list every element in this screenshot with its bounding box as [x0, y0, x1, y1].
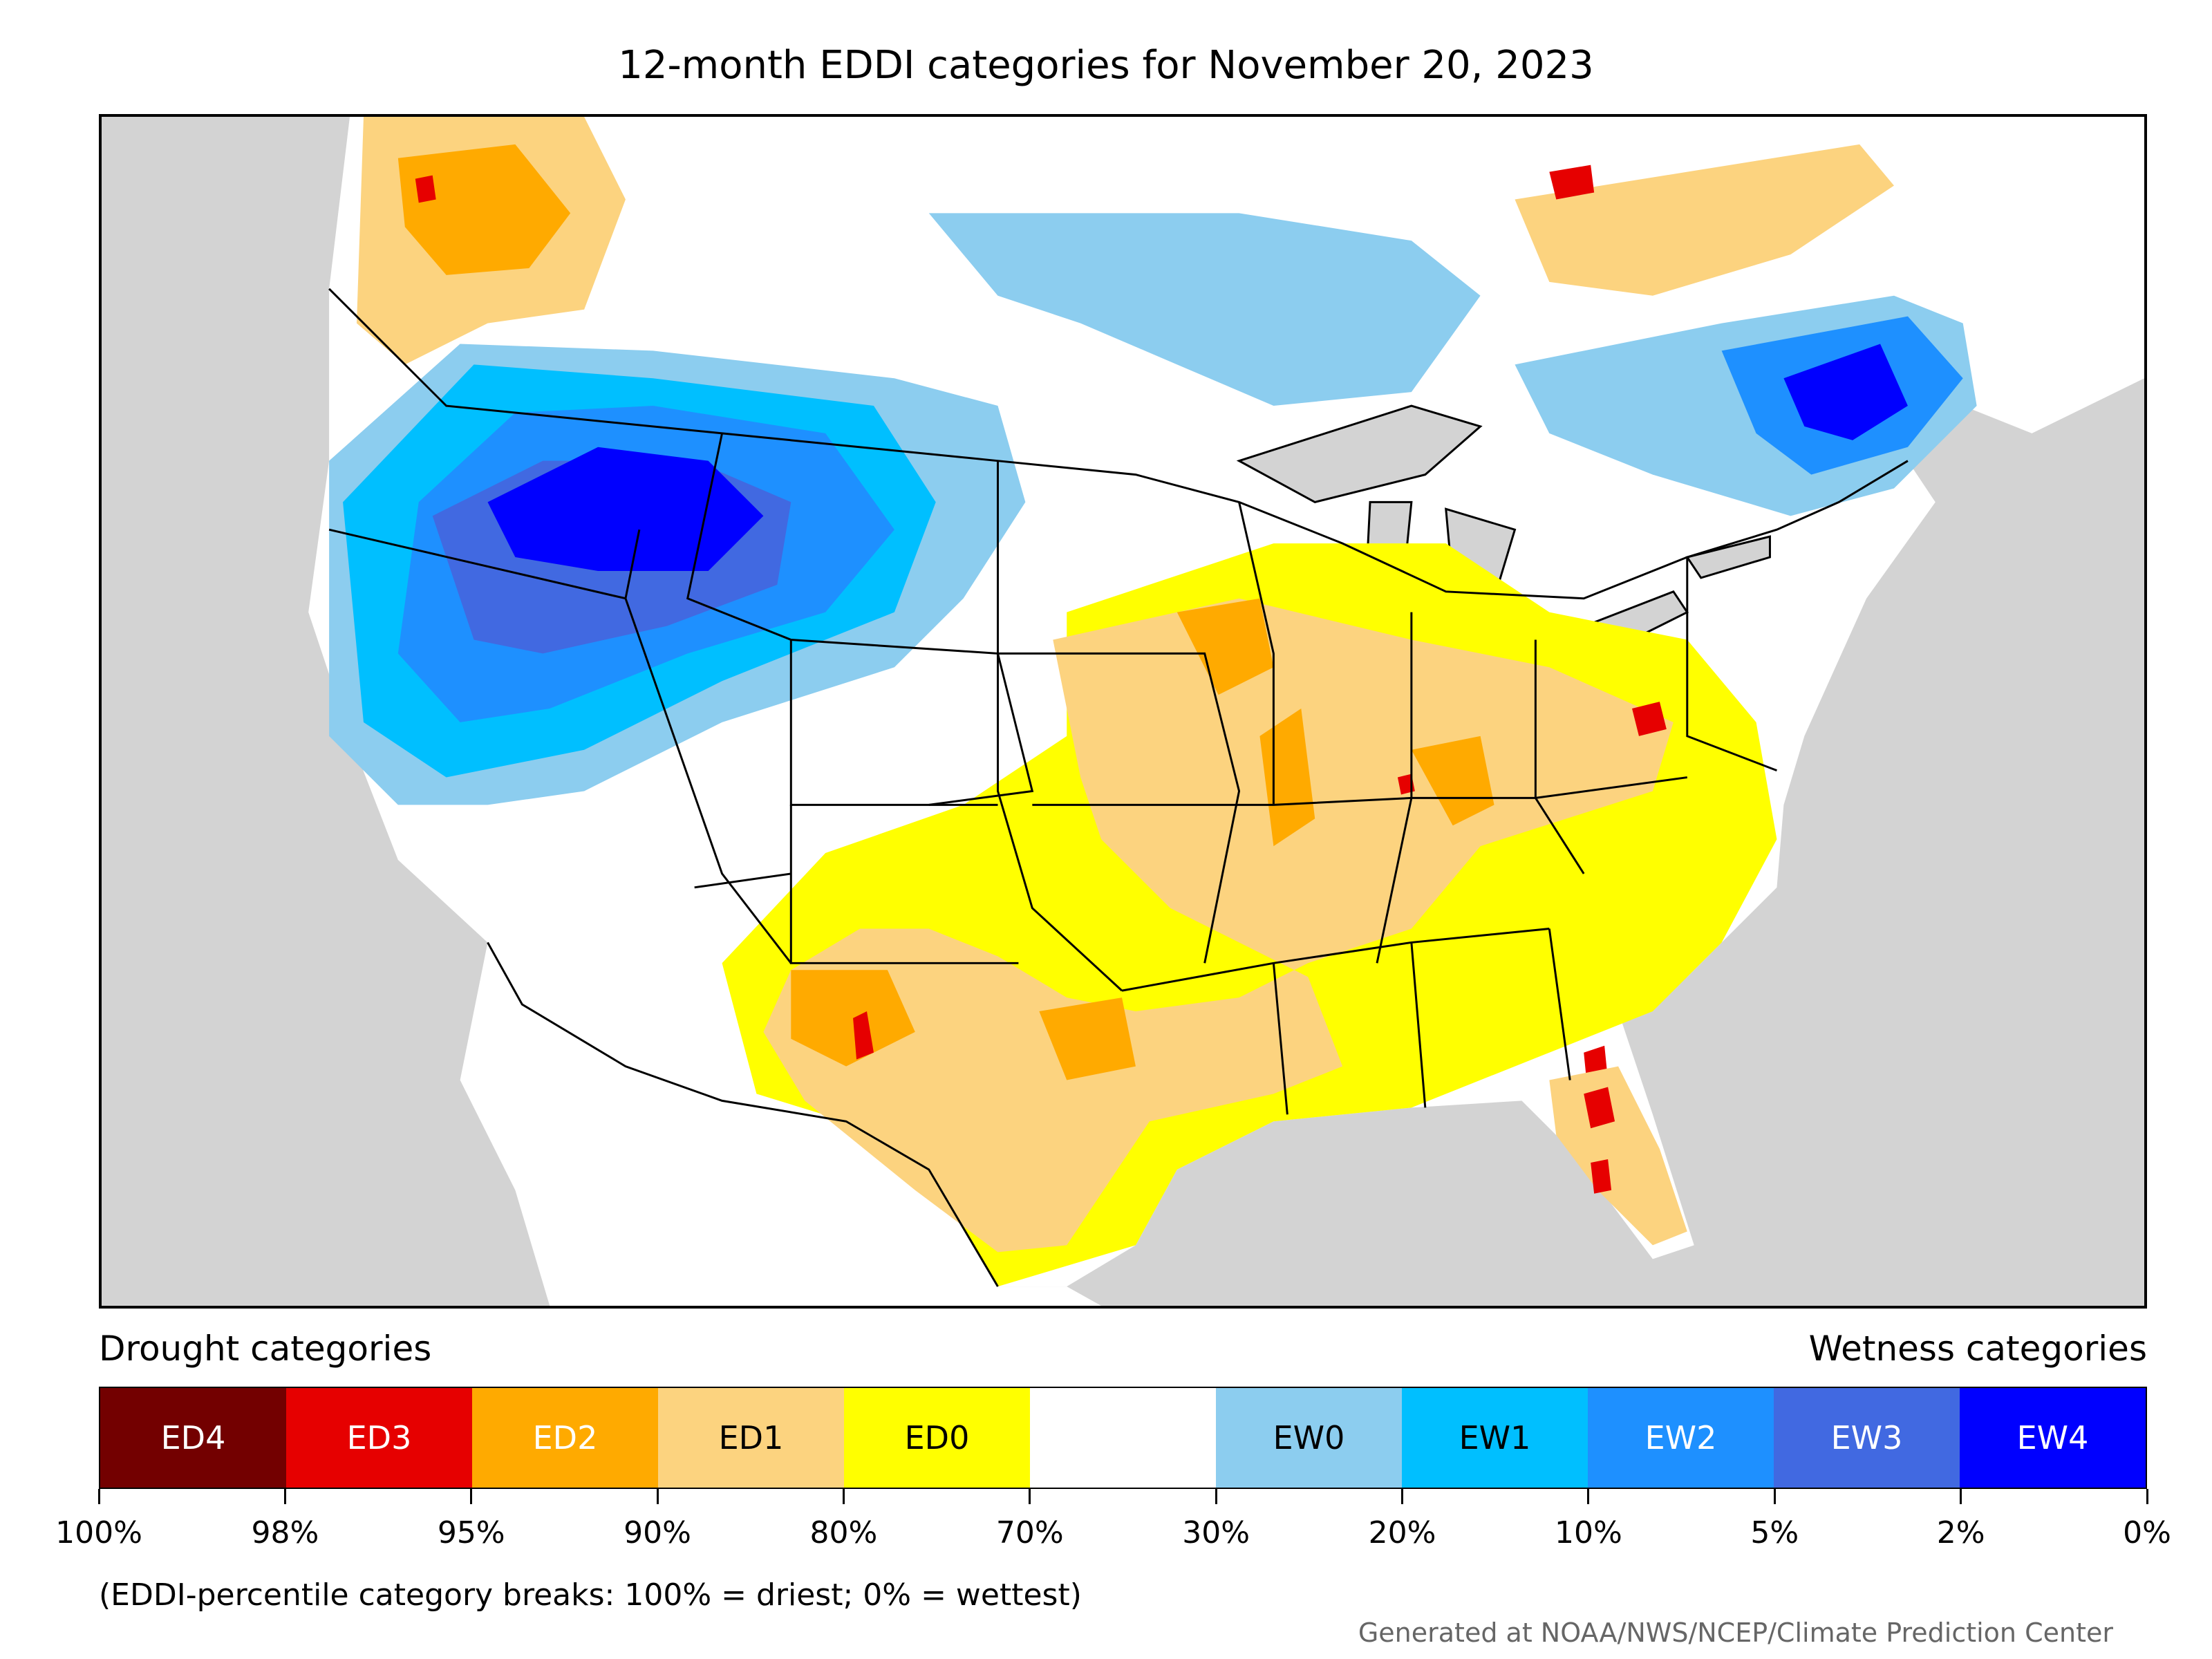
borders — [328, 288, 1909, 1287]
map-canvas — [102, 117, 2144, 1306]
colorbar-tick — [1773, 1489, 1776, 1504]
legend-cell-normal — [1030, 1388, 1216, 1488]
colorbar-tick-label: 30% — [1182, 1515, 1250, 1550]
legend-cell-ew0: EW0 — [1216, 1388, 1402, 1488]
colorbar-tick-label: 20% — [1368, 1515, 1436, 1550]
colorbar-tick-label: 80% — [809, 1515, 878, 1550]
ew4-northeast — [1783, 344, 1908, 440]
colorbar-ticks — [97, 1489, 2148, 1508]
ed1-florida — [1549, 1066, 1687, 1246]
mexico-land — [460, 942, 1102, 1306]
ed3-florida — [1584, 1087, 1615, 1194]
colorbar-tick-label: 98% — [251, 1515, 319, 1550]
colorbar-tick — [283, 1489, 286, 1504]
legend-cell-ed2: ED2 — [472, 1388, 658, 1488]
colorbar-tick — [1960, 1489, 1962, 1504]
colorbar-tick-label: 100% — [55, 1515, 142, 1550]
drought-categories-label: Drought categories — [99, 1329, 432, 1369]
legend-cell-ew4: EW4 — [1960, 1388, 2146, 1488]
ed3-pnw — [415, 175, 436, 203]
category-colorbar: ED4 ED3 ED2 ED1 ED0 EW0 EW1 EW2 EW3 EW4 — [99, 1387, 2147, 1489]
colorbar-tick-label: 10% — [1555, 1515, 1622, 1550]
colorbar-tick — [1215, 1489, 1217, 1504]
colorbar-tick-label: 2% — [1936, 1515, 1985, 1550]
category-note: (EDDI-percentile category breaks: 100% =… — [99, 1577, 1082, 1613]
map-title: 12-month EDDI categories for November 20… — [618, 43, 1594, 88]
colorbar-tick-label: 0% — [2123, 1515, 2171, 1550]
colorbar-tick — [1029, 1489, 1031, 1504]
ew4-west — [487, 447, 764, 571]
legend-cell-ed4: ED4 — [100, 1388, 286, 1488]
legend-cell-ed0: ED0 — [844, 1388, 1030, 1488]
wetness-categories-label: Wetness categories — [1808, 1329, 2147, 1369]
colorbar-tick — [656, 1489, 659, 1504]
colorbar-tick-label: 70% — [995, 1515, 1064, 1550]
ew0-north — [928, 213, 1481, 406]
colorbar-tick — [97, 1489, 100, 1504]
colorbar-tick — [1401, 1489, 1404, 1504]
colorbar-tick-label: 5% — [1750, 1515, 1799, 1550]
legend-cell-ew1: EW1 — [1402, 1388, 1588, 1488]
ed1-quebec — [1515, 144, 1894, 296]
legend-cell-ew3: EW3 — [1774, 1388, 1960, 1488]
colorbar-tick — [842, 1489, 845, 1504]
legend-cell-ed1: ED1 — [658, 1388, 844, 1488]
legend-cell-ed3: ED3 — [286, 1388, 472, 1488]
colorbar-tick — [470, 1489, 473, 1504]
credit-text: Generated at NOAA/NWS/NCEP/Climate Predi… — [1358, 1618, 2113, 1648]
colorbar-tick-label: 95% — [437, 1515, 505, 1550]
eddi-map — [99, 114, 2147, 1309]
ed2-pnw — [397, 144, 571, 275]
legend-cell-ew2: EW2 — [1588, 1388, 1774, 1488]
colorbar-tick — [2146, 1489, 2148, 1504]
colorbar-tick — [1587, 1489, 1590, 1504]
colorbar-tick-label: 90% — [624, 1515, 691, 1550]
ed3-quebec — [1549, 165, 1595, 200]
